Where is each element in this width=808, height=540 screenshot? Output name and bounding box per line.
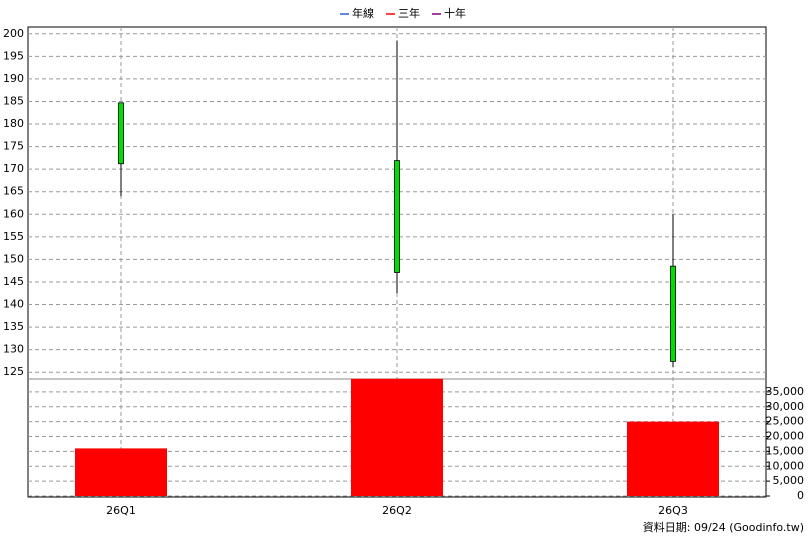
y2-tick-label: 20,000 xyxy=(766,430,805,443)
y2-tick-label: 10,000 xyxy=(766,459,805,472)
candle-body xyxy=(118,102,124,165)
candle-body xyxy=(670,265,676,362)
y-tick-label: 180 xyxy=(3,117,24,130)
y-tick-label: 185 xyxy=(3,94,24,107)
y-tick-label: 160 xyxy=(3,207,24,220)
volume-bar xyxy=(627,421,719,496)
y-tick-label: 155 xyxy=(3,230,24,243)
y2-tick-label: 0 xyxy=(797,489,804,502)
y-tick-label: 130 xyxy=(3,343,24,356)
y2-tick-label: 30,000 xyxy=(766,400,805,413)
y-tick-label: 190 xyxy=(3,72,24,85)
y-tick-label: 170 xyxy=(3,162,24,175)
y-tick-label: 150 xyxy=(3,252,24,265)
x-tick-label: 26Q3 xyxy=(658,504,688,517)
y-tick-label: 145 xyxy=(3,275,24,288)
volume-bar xyxy=(75,448,167,496)
legend-label: 三年 xyxy=(398,6,420,20)
y2-tick-label: 15,000 xyxy=(766,444,805,457)
y-tick-label: 135 xyxy=(3,320,24,333)
legend-label: 十年 xyxy=(444,6,466,20)
y-tick-label: 165 xyxy=(3,185,24,198)
footer: 資料日期: 09/24 (Goodinfo.tw) xyxy=(643,520,804,534)
volume-bar xyxy=(351,378,443,496)
y-tick-label: 140 xyxy=(3,298,24,311)
y-tick-label: 175 xyxy=(3,140,24,153)
y2-tick-label: 35,000 xyxy=(766,385,805,398)
candle-body xyxy=(394,160,400,273)
y2-tick-label: 25,000 xyxy=(766,415,805,428)
y-tick-label: 200 xyxy=(3,27,24,40)
x-tick-label: 26Q2 xyxy=(382,504,412,517)
y-tick-label: 195 xyxy=(3,49,24,62)
y2-tick-label: 5,000 xyxy=(773,474,805,487)
legend-label: 年線 xyxy=(352,6,374,20)
y-tick-label: 125 xyxy=(3,365,24,378)
x-tick-label: 26Q1 xyxy=(106,504,136,517)
